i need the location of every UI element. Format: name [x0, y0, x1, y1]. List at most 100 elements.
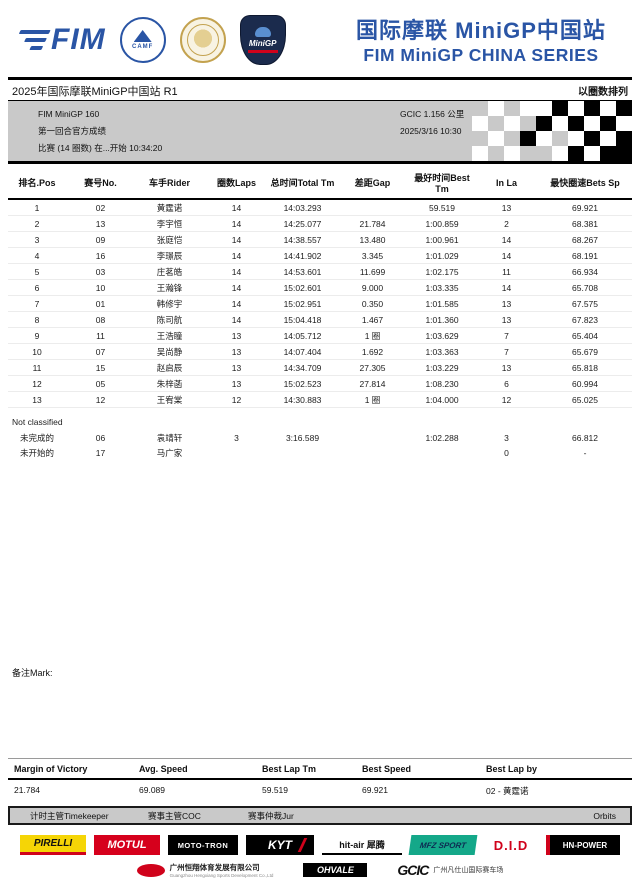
result-cell: 08	[66, 311, 135, 328]
summary-value-bestspeed: 69.921	[362, 785, 388, 795]
gcic-sponsor: GCIC 广州凡仕山国际赛车场	[397, 862, 503, 878]
col-no: 赛号No.	[66, 168, 135, 200]
mfz-sport-logo: MFZ SPORT	[408, 835, 478, 855]
result-cell: 李璟辰	[135, 247, 204, 264]
checker-cell	[584, 116, 600, 131]
result-cell: 27.814	[336, 375, 409, 392]
result-cell: 1:02.175	[409, 263, 475, 280]
col-best: 最好时间Best Tm	[409, 168, 475, 200]
result-cell: 9.000	[336, 279, 409, 296]
result-cell: 14	[475, 279, 538, 296]
checker-cell	[488, 101, 504, 116]
summary-label-bestlapby: Best Lap by	[486, 764, 538, 774]
result-row: 6 10 王瀚锋 14 15:02.601 9.000 1:03.335 14 65.708	[8, 279, 632, 296]
session-info-box: FIM MiniGP 160 第一回合官方成绩 比赛 (14 圈数) 在...开…	[8, 100, 632, 164]
result-cell: 13	[8, 391, 66, 408]
result-cell: 06	[95, 432, 106, 443]
result-cell: 袁靖轩	[156, 432, 183, 443]
result-cell: 10	[66, 279, 135, 296]
summary-value-bestlapby: 02 - 黄霆诺	[486, 786, 529, 796]
result-cell: 10	[8, 343, 66, 360]
result-cell	[336, 430, 409, 445]
event-title-row: 2025年国际摩联MiniGP中国站 R1 以圈数排列	[12, 83, 628, 99]
did-logo: D.I.D	[493, 837, 529, 853]
checker-cell	[488, 131, 504, 146]
result-cell: 65.818	[538, 359, 632, 376]
result-cell: 7	[475, 327, 538, 344]
result-cell: 11	[66, 327, 135, 344]
result-cell: 11	[8, 359, 66, 376]
fim-speed-lines-icon	[11, 30, 51, 50]
result-row: 11 15 赵启辰 13 14:34.709 27.305 1:03.229 13 65.818	[8, 359, 632, 376]
result-row: 9 11 王浩瞳 13 14:05.712 1 圈 1:03.629 7 65.404	[8, 327, 632, 344]
result-cell: 14	[204, 231, 269, 248]
red-oval-logo-icon	[136, 863, 165, 877]
ohvale-logo: OHVALE	[303, 863, 368, 877]
result-row: 12 05 朱梓菡 13 15:02.523 27.814 1:08.230 6 60.994	[8, 375, 632, 392]
result-cell: 17	[95, 447, 106, 458]
result-cell: 未开始的	[19, 447, 54, 458]
result-cell: 14:05.712	[269, 327, 336, 344]
result-cell: 15:02.601	[269, 279, 336, 296]
summary-header-row: Margin of Victory Avg. Speed Best Lap Tm…	[8, 761, 632, 780]
summary-values-row: 21.784 69.089 59.519 69.921 02 - 黄霆诺	[8, 780, 632, 797]
sponsor-row-1: PIRELLI MOTUL MOTO-TRON KYT hit-air 犀腾 M…	[20, 833, 620, 857]
hnpower-logo: HN-POWER	[546, 835, 620, 855]
checker-cell	[600, 146, 616, 161]
session-datetime: 2025/3/16 10:30	[400, 126, 462, 136]
result-cell: 庄茗皓	[135, 263, 204, 280]
hengxiang-name-en: Guangzhou Hengxiang Sports Development C…	[169, 873, 274, 878]
checker-cell	[584, 146, 600, 161]
result-cell: 马广家	[156, 447, 183, 458]
summary-value-margin: 21.784	[14, 785, 40, 795]
result-cell: 吴尚静	[135, 343, 204, 360]
result-cell: 韩修宇	[135, 295, 204, 312]
result-cell: 1:08.230	[409, 375, 475, 392]
result-cell: 1:03.335	[409, 279, 475, 296]
hengxiang-name-cn: 广州恒翔体育发展有限公司	[169, 863, 260, 872]
checker-cell	[488, 116, 504, 131]
hitair-logo: hit-air 犀腾	[322, 835, 402, 855]
result-cell: 12	[204, 391, 269, 408]
result-cell: 1:00.859	[409, 215, 475, 232]
result-cell: 12	[66, 391, 135, 408]
result-cell: 6	[8, 279, 66, 296]
official-jury: 赛事仲裁Jur	[248, 810, 294, 821]
col-total: 总时间Total Tm	[269, 168, 336, 200]
result-cell: 1:01.360	[409, 311, 475, 328]
result-cell: 13	[204, 359, 269, 376]
checker-cell	[504, 131, 520, 146]
checker-cell	[568, 146, 584, 161]
hengxiang-sponsor: 广州恒翔体育发展有限公司 Guangzhou Hengxiang Sports …	[136, 862, 274, 878]
result-cell: 68.191	[538, 247, 632, 264]
checker-cell	[568, 116, 584, 131]
col-laps: 圈数Laps	[204, 168, 269, 200]
result-cell: 14:03.293	[269, 199, 336, 216]
checker-cell	[616, 131, 632, 146]
result-cell: 5	[8, 263, 66, 280]
result-cell: 68.381	[538, 215, 632, 232]
result-cell: 13	[475, 199, 538, 216]
result-cell: 13	[66, 215, 135, 232]
official-timekeeper: 计时主管Timekeeper	[30, 810, 109, 821]
checker-cell	[472, 146, 488, 161]
result-cell: 14	[204, 263, 269, 280]
result-cell: 15:02.523	[269, 375, 336, 392]
checker-cell	[504, 116, 520, 131]
result-cell: 13	[204, 375, 269, 392]
result-cell: 67.575	[538, 295, 632, 312]
result-cell: 1:02.288	[425, 432, 459, 443]
result-cell: 9	[8, 327, 66, 344]
checker-cell	[536, 116, 552, 131]
result-cell: 15	[66, 359, 135, 376]
result-row: 2 13 李宇恒 14 14:25.077 21.784 1:00.859 2 68.381	[8, 215, 632, 232]
result-cell: 14	[204, 199, 269, 216]
checker-cell	[568, 101, 584, 116]
result-cell: 1:03.629	[409, 327, 475, 344]
fim-logo: FIM	[16, 25, 106, 55]
result-cell: 3	[8, 231, 66, 248]
results-table: 排名.Pos 赛号No. 车手Rider 圈数Laps 总时间Total Tm …	[8, 168, 632, 460]
result-cell: 07	[66, 343, 135, 360]
col-inlap: In La	[475, 168, 538, 200]
result-row: 1 02 黄霆诺 14 14:03.293 59.519 13 69.921	[8, 199, 632, 216]
